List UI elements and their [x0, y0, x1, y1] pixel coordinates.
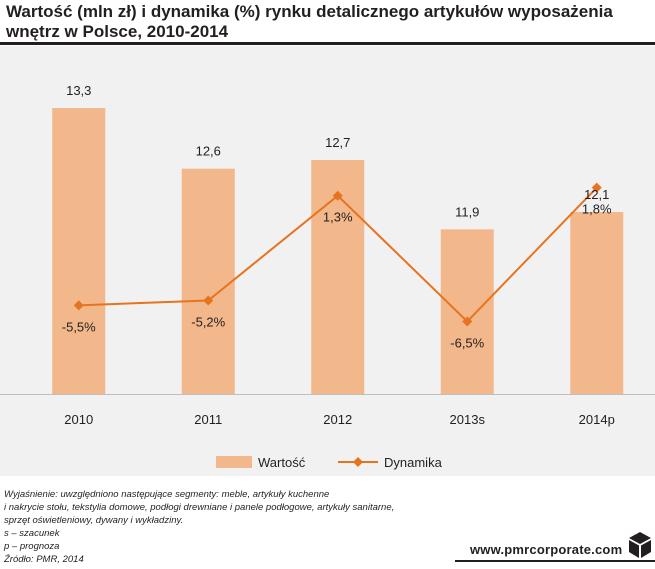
chart-title: Wartość (mln zł) i dynamika (%) rynku de… — [6, 2, 613, 41]
note-line: Źródło: PMR, 2014 — [4, 554, 84, 565]
dynamika-marker-2013s — [462, 316, 473, 327]
note-line: sprzęt oświetleniowy, dywany i wykładzin… — [4, 515, 184, 526]
bottom-rule — [455, 560, 655, 562]
legend-swatch-wartosc — [216, 456, 252, 468]
bar-value-label: 11,9 — [455, 204, 479, 219]
note-line: p – prognoza — [4, 541, 60, 552]
bar-value-label: 12,7 — [325, 135, 350, 150]
bar-2013s — [440, 229, 494, 394]
dynamika-label: -6,5% — [450, 335, 484, 350]
title-rule — [0, 42, 655, 45]
note-line: i nakrycie stołu, tekstylia domowe, podł… — [4, 502, 395, 513]
x-tick-label: 2012 — [323, 412, 352, 427]
legend-label-dynamika: Dynamika — [384, 455, 443, 470]
note-line: s – szacunek — [4, 528, 60, 539]
footnotes: Wyjaśnienie: uwzględniono następujące se… — [4, 488, 444, 566]
box-logo-icon — [629, 532, 651, 558]
bar-2010 — [52, 108, 106, 394]
bar-value-label: 12,6 — [196, 144, 221, 159]
x-tick-label: 2014p — [579, 412, 615, 427]
x-tick-label: 2011 — [194, 412, 222, 427]
brand-url: www.pmrcorporate.com — [470, 542, 623, 557]
bar-value-label: 12,1 — [584, 187, 609, 202]
bar-value-label: 13,3 — [66, 83, 91, 98]
x-tick-label: 2013s — [450, 412, 486, 427]
dynamika-marker-2014p — [591, 182, 602, 193]
dynamika-label: 1,8% — [582, 202, 612, 217]
bar-2014p — [570, 212, 624, 394]
legend-label-wartosc: Wartość — [258, 455, 306, 470]
dynamika-label: -5,2% — [191, 314, 225, 329]
note-line: Wyjaśnienie: uwzględniono następujące se… — [4, 489, 330, 500]
dynamika-label: 1,3% — [323, 210, 353, 225]
bar-2011 — [181, 168, 235, 394]
dynamika-marker-2010 — [73, 300, 84, 311]
dynamika-label: -5,5% — [62, 319, 96, 334]
x-tick-label: 2010 — [64, 412, 93, 427]
legend-marker-dynamika — [353, 457, 363, 467]
dynamika-marker-2011 — [203, 295, 214, 306]
dynamika-marker-2012 — [332, 190, 343, 201]
